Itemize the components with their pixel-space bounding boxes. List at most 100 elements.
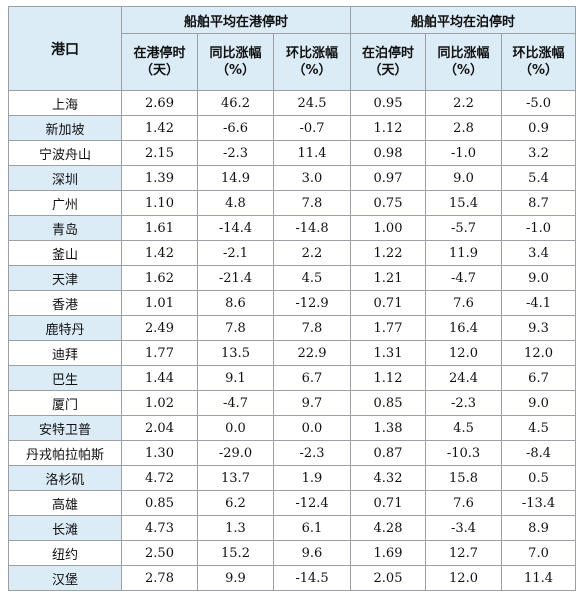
value-cell: 12.0 [425,565,503,591]
value-cell: -4.1 [501,290,577,316]
value-cell: 24.5 [272,90,352,116]
value-cell: 4.8 [197,190,274,216]
port-name-cell: 巴生 [8,365,122,391]
value-cell: 1.62 [121,265,198,291]
value-cell: -2.3 [425,390,503,416]
value-cell: 15.2 [197,540,274,566]
value-cell: -8.4 [501,440,577,466]
port-stay-yoy-header: 同比涨幅 （%） [197,33,274,91]
header-unit: （%） [519,63,559,78]
port-name-cell: 新加坡 [8,115,122,141]
port-name-cell: 高雄 [8,490,122,516]
table-row: 安特卫普 2.04 0.0 0.0 1.38 4.5 4.5 [8,415,577,441]
value-cell: 1.77 [121,340,198,366]
header-label: 同比涨幅 [209,46,262,61]
value-cell: 8.9 [501,515,577,541]
table-row: 洛杉矶 4.72 13.7 1.9 4.32 15.8 0.5 [8,465,577,491]
value-cell: 2.04 [121,415,198,441]
port-name-cell: 香港 [8,290,122,316]
berth-stay-group-header: 船舶平均在泊停时 [350,6,577,34]
value-cell: 15.8 [425,465,503,491]
port-name-cell: 汉堡 [8,565,122,591]
port-name-cell: 洛杉矶 [8,465,122,491]
value-cell: 2.2 [272,240,352,266]
value-cell: 0.87 [350,440,427,466]
value-cell: 7.6 [425,290,503,316]
value-cell: -5.0 [501,90,577,116]
table-row: 丹戎帕拉帕斯 1.30 -29.0 -2.3 0.87 -10.3 -8.4 [8,440,577,466]
value-cell: 9.7 [272,390,352,416]
port-name-cell: 鹿特丹 [8,315,122,341]
value-cell: 1.10 [121,190,198,216]
value-cell: 7.8 [272,190,352,216]
value-cell: 1.9 [272,465,352,491]
header-unit: （%） [215,63,256,78]
value-cell: 6.2 [197,490,274,516]
value-cell: 9.3 [501,315,577,341]
value-cell: 2.2 [425,90,503,116]
value-cell: -4.7 [425,265,503,291]
port-column-header: 港口 [8,6,122,91]
value-cell: -29.0 [197,440,274,466]
value-cell: 12.7 [425,540,503,566]
value-cell: 1.00 [350,215,427,241]
table-row: 巴生 1.44 9.1 6.7 1.12 24.4 6.7 [8,365,577,391]
value-cell: 4.5 [425,415,503,441]
value-cell: 2.49 [121,315,198,341]
table-row: 汉堡 2.78 9.9 -14.5 2.05 12.0 11.4 [8,565,577,591]
port-name-cell: 釜山 [8,240,122,266]
value-cell: 13.5 [197,340,274,366]
value-cell: 2.05 [350,565,427,591]
port-name-cell: 安特卫普 [8,415,122,441]
value-cell: 12.0 [501,340,577,366]
table-header: 港口 船舶平均在港停时 船舶平均在泊停时 在港停时 （天） 同比涨幅 （%） 环比涨幅 （… [8,6,577,91]
value-cell: 9.0 [501,390,577,416]
header-label: 环比涨幅 [512,46,565,61]
table-row: 深圳 1.39 14.9 3.0 0.97 9.0 5.4 [8,165,577,191]
port-dwell-time-table: 港口 船舶平均在港停时 船舶平均在泊停时 在港停时 （天） 同比涨幅 （%） 环比涨幅 （… [8,6,577,591]
value-cell: 3.4 [501,240,577,266]
table-body: 上海 2.69 46.2 24.5 0.95 2.2 -5.0 新加坡 1.42 -6.6 -0.7… [8,90,577,591]
value-cell: 0.71 [350,290,427,316]
value-cell: 7.8 [197,315,274,341]
value-cell: 0.0 [272,415,352,441]
header-label: 环比涨幅 [286,46,339,61]
value-cell: 7.8 [272,315,352,341]
port-name-cell: 青岛 [8,215,122,241]
value-cell: 1.38 [350,415,427,441]
port-name-cell: 上海 [8,90,122,116]
value-cell: 4.5 [272,265,352,291]
table-row: 高雄 0.85 6.2 -12.4 0.71 7.6 -13.4 [8,490,577,516]
value-cell: 6.1 [272,515,352,541]
value-cell: 1.12 [350,365,427,391]
value-cell: 4.28 [350,515,427,541]
table-row: 新加坡 1.42 -6.6 -0.7 1.12 2.8 0.9 [8,115,577,141]
value-cell: -5.7 [425,215,503,241]
value-cell: 9.1 [197,365,274,391]
port-name-cell: 丹戎帕拉帕斯 [8,440,122,466]
value-cell: -21.4 [197,265,274,291]
table-row: 香港 1.01 8.6 -12.9 0.71 7.6 -4.1 [8,290,577,316]
value-cell: 46.2 [197,90,274,116]
value-cell: -12.9 [272,290,352,316]
value-cell: 4.5 [501,415,577,441]
value-cell: 3.2 [501,140,577,166]
table-row: 青岛 1.61 -14.4 -14.8 1.00 -5.7 -1.0 [8,215,577,241]
value-cell: 8.7 [501,190,577,216]
value-cell: 0.0 [197,415,274,441]
berth-stay-days-header: 在泊停时 （天） [350,33,427,91]
value-cell: 1.30 [121,440,198,466]
value-cell: 3.0 [272,165,352,191]
value-cell: 1.77 [350,315,427,341]
value-cell: 9.6 [272,540,352,566]
value-cell: -2.3 [197,140,274,166]
header-unit: （天） [368,63,408,78]
port-stay-mom-header: 环比涨幅 （%） [272,33,352,91]
value-cell: 4.72 [121,465,198,491]
value-cell: 2.78 [121,565,198,591]
value-cell: 2.50 [121,540,198,566]
port-stay-group-header: 船舶平均在港停时 [120,6,352,34]
value-cell: 14.9 [197,165,274,191]
value-cell: 1.3 [197,515,274,541]
value-cell: 0.85 [350,390,427,416]
